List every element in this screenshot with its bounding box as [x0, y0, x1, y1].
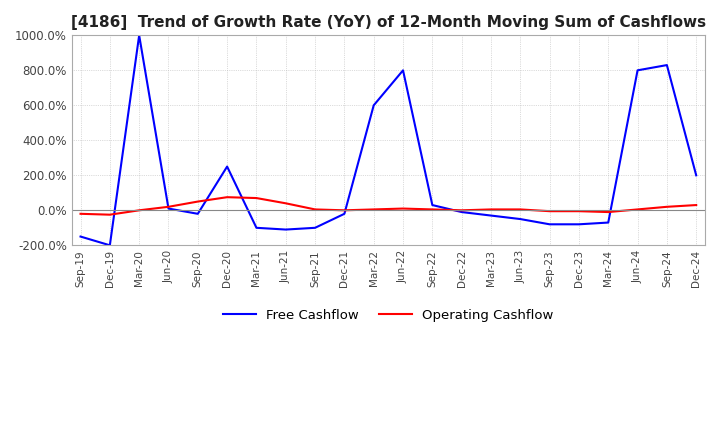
Operating Cashflow — [575, 209, 583, 214]
Operating Cashflow — [662, 204, 671, 209]
Legend: Free Cashflow, Operating Cashflow: Free Cashflow, Operating Cashflow — [217, 303, 559, 327]
Free Cashflow — [545, 222, 554, 227]
Free Cashflow — [369, 103, 378, 108]
Operating Cashflow — [399, 206, 408, 211]
Operating Cashflow — [194, 199, 202, 204]
Free Cashflow — [575, 222, 583, 227]
Operating Cashflow — [135, 208, 143, 213]
Operating Cashflow — [487, 207, 495, 212]
Operating Cashflow — [692, 202, 701, 208]
Operating Cashflow — [106, 212, 114, 217]
Free Cashflow — [634, 68, 642, 73]
Free Cashflow — [662, 62, 671, 68]
Free Cashflow — [399, 68, 408, 73]
Operating Cashflow — [164, 204, 173, 209]
Title: [4186]  Trend of Growth Rate (YoY) of 12-Month Moving Sum of Cashflows: [4186] Trend of Growth Rate (YoY) of 12-… — [71, 15, 706, 30]
Operating Cashflow — [369, 207, 378, 212]
Line: Operating Cashflow: Operating Cashflow — [81, 197, 696, 215]
Free Cashflow — [222, 164, 231, 169]
Free Cashflow — [194, 211, 202, 216]
Free Cashflow — [106, 243, 114, 248]
Operating Cashflow — [428, 207, 436, 212]
Free Cashflow — [135, 33, 143, 38]
Free Cashflow — [457, 209, 466, 215]
Operating Cashflow — [340, 208, 348, 213]
Operating Cashflow — [311, 207, 320, 212]
Line: Free Cashflow: Free Cashflow — [81, 35, 696, 246]
Free Cashflow — [487, 213, 495, 218]
Operating Cashflow — [222, 194, 231, 200]
Operating Cashflow — [457, 208, 466, 213]
Operating Cashflow — [604, 209, 613, 215]
Free Cashflow — [76, 234, 85, 239]
Free Cashflow — [311, 225, 320, 231]
Free Cashflow — [282, 227, 290, 232]
Free Cashflow — [340, 211, 348, 216]
Free Cashflow — [604, 220, 613, 225]
Operating Cashflow — [516, 207, 525, 212]
Operating Cashflow — [545, 209, 554, 214]
Operating Cashflow — [76, 211, 85, 216]
Free Cashflow — [692, 172, 701, 178]
Free Cashflow — [164, 206, 173, 211]
Free Cashflow — [516, 216, 525, 222]
Free Cashflow — [428, 202, 436, 208]
Operating Cashflow — [252, 195, 261, 201]
Operating Cashflow — [282, 201, 290, 206]
Operating Cashflow — [634, 207, 642, 212]
Free Cashflow — [252, 225, 261, 231]
